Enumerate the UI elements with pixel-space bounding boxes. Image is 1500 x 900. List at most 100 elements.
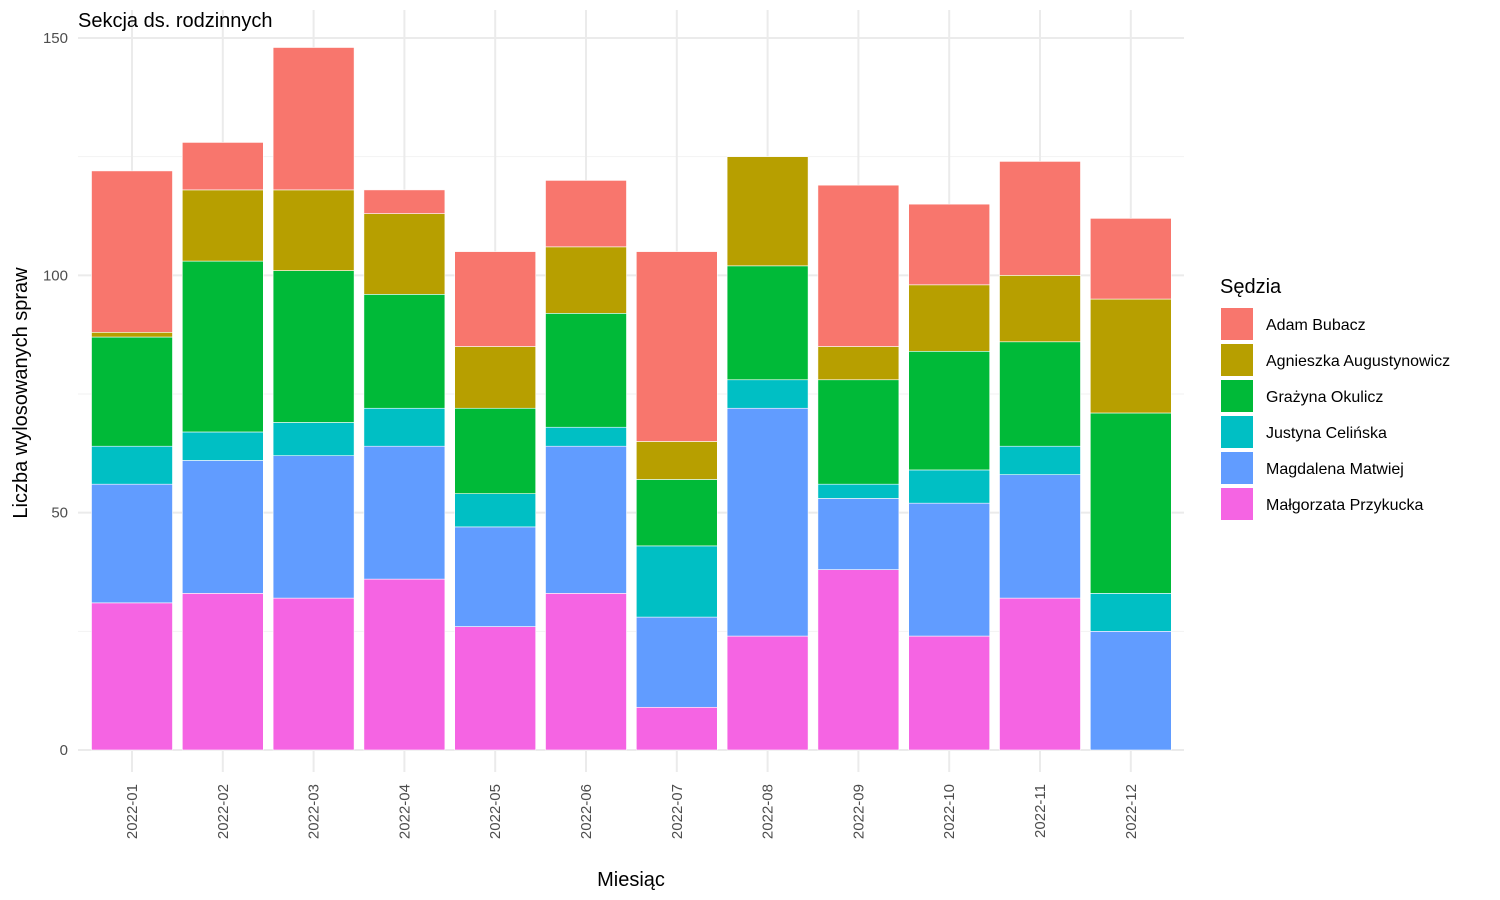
bar-segment [363,294,446,409]
bar-segment [817,184,900,347]
bar-segment [272,455,355,599]
bar-segment [635,706,718,751]
x-tick-label: 2022-02 [215,784,232,839]
bar-segment [999,275,1081,343]
bar-segment [908,350,991,471]
bar-segment [726,265,809,381]
bar-segment [363,445,446,580]
bar-segment [363,578,446,751]
y-tick-label: 100 [43,267,68,284]
bar-segment [454,251,537,347]
bar-segment [545,593,627,751]
y-tick-label: 0 [60,742,68,759]
bar-segment [726,635,809,751]
bar-segment [908,502,991,637]
bar-segment [635,251,718,442]
bar-segment [1090,218,1172,300]
bar-segment [91,602,173,751]
bar-segment [91,170,173,333]
bar-segment [999,161,1081,276]
bar-segment [1090,298,1172,414]
bar-segment [182,189,264,262]
bar-segment [182,142,264,191]
x-tick-label: 2022-09 [850,784,867,839]
x-tick-label: 2022-11 [1032,784,1049,838]
bar-segment [454,626,537,751]
x-tick-label: 2022-08 [760,784,777,839]
bar-segment [908,203,991,286]
bar-segment [635,441,718,480]
legend-label: Agnieszka Augustynowicz [1266,353,1450,370]
bar-segment [1090,593,1172,632]
legend-label: Małgorzata Przykucka [1266,497,1423,514]
bar-segment [272,47,355,191]
bar-segment [817,569,900,751]
bar-segment [908,284,991,352]
bar-segment [545,426,627,447]
legend-swatch [1221,416,1253,448]
bar-segment [545,313,627,428]
bar-segment [999,597,1081,751]
y-tick-label: 150 [43,30,68,47]
bar-segment [454,407,537,494]
legend-label: Justyna Celińska [1266,425,1387,442]
x-tick-label: 2022-03 [306,784,323,839]
x-tick-label: 2022-06 [578,784,595,839]
x-axis-ticks: 2022-01 2022-02 2022-03 2022-04 2022-05 2022-… [124,784,1140,839]
legend-label: Grażyna Okulicz [1266,389,1383,406]
x-tick-label: 2022-07 [669,784,686,839]
bar-segment [182,593,264,751]
bar-segment [635,616,718,708]
bar-segment [272,270,355,423]
bar-segment [182,431,264,461]
y-axis-ticks: 0 50 100 150 [43,30,68,759]
x-tick-label: 2022-10 [941,784,958,839]
x-tick-label: 2022-12 [1123,784,1140,839]
legend-swatch [1221,344,1253,376]
bar-segment [363,407,446,447]
bar-segment [1090,412,1172,594]
bar-segment [91,331,173,338]
bar-segment [635,479,718,547]
bar-segment [545,180,627,248]
bar-segment [817,498,900,570]
bar-segment [635,545,718,618]
y-tick-label: 50 [51,505,68,522]
x-axis-title: Miesiąc [597,869,665,891]
legend-items: Adam Bubacz Agnieszka Augustynowicz Grażyn… [1221,308,1450,520]
bar-segment [91,445,173,485]
chart-title: Sekcja ds. rodzinnych [78,10,273,32]
bar-segment [1090,631,1172,751]
y-axis-title: Liczba wylosowanych spraw [10,267,32,519]
bar-segment [817,379,900,485]
bar-segment [999,341,1081,447]
legend-title: Sędzia [1220,276,1282,298]
bar-segment [182,260,264,433]
bar-segment [726,407,809,637]
bar-segment [726,156,809,267]
bar-segment [91,483,173,604]
legend-swatch [1221,308,1253,340]
legend-label: Adam Bubacz [1266,317,1366,334]
x-tick-label: 2022-01 [124,784,141,839]
bars [91,47,1172,751]
bar-segment [908,469,991,504]
bar-segment [91,336,173,447]
bar-segment [272,422,355,457]
bar-segment [363,189,446,214]
x-tick-label: 2022-04 [396,784,413,839]
legend-swatch [1221,380,1253,412]
bar-segment [817,483,900,499]
x-tick-label: 2022-05 [487,784,504,839]
bar-segment [908,635,991,751]
bar-segment [999,445,1081,475]
legend-swatch [1221,488,1253,520]
legend-swatch [1221,452,1253,484]
bar-segment [545,246,627,314]
bar-segment [363,213,446,295]
bar-segment [726,379,809,409]
bar-segment [454,346,537,409]
bar-segment [182,460,264,594]
bar-segment [454,493,537,528]
